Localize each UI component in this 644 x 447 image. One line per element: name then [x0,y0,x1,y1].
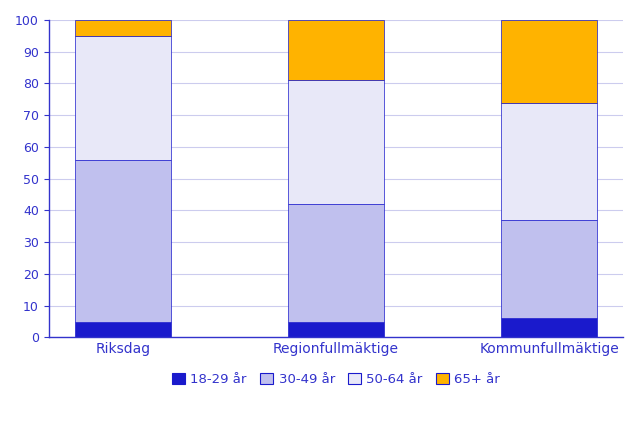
Bar [288,321,384,337]
Bar [502,318,598,337]
Bar [75,36,171,160]
Bar [288,80,384,204]
Bar [288,204,384,321]
Bar [502,220,598,318]
Bar [75,20,171,36]
Bar [502,20,598,102]
Bar [502,102,598,220]
Bar [75,160,171,321]
Legend: 18-29 år, 30-49 år, 50-64 år, 65+ år: 18-29 år, 30-49 år, 50-64 år, 65+ år [167,367,506,391]
Bar [288,20,384,80]
Bar [75,321,171,337]
